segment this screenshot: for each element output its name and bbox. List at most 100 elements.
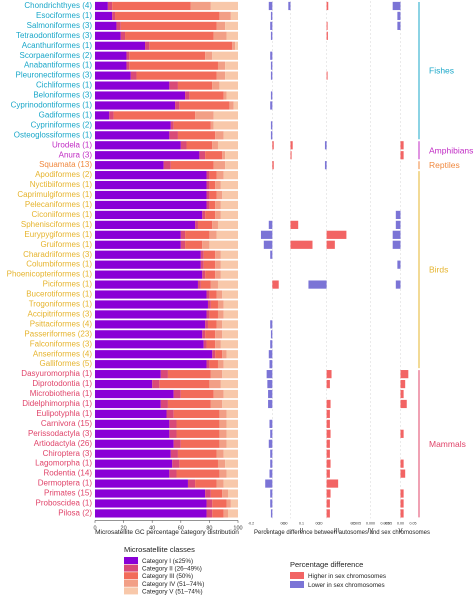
x-tick-label: 80 xyxy=(206,525,212,531)
bar-segment xyxy=(95,31,121,40)
bar-segment xyxy=(95,200,207,210)
bar-segment xyxy=(216,171,224,180)
bar-segment xyxy=(95,379,153,389)
difference-bar xyxy=(400,509,404,518)
category-label: Pilosa (2) xyxy=(58,508,92,517)
bar-segment xyxy=(225,61,238,70)
bar-segment xyxy=(226,469,238,478)
difference-legend-title: Percentage difference xyxy=(290,560,363,569)
bar-segment xyxy=(222,320,238,329)
panel-tick-label: -0.005 xyxy=(351,521,361,525)
bar-segment xyxy=(230,11,238,21)
bar-segment xyxy=(95,180,207,190)
bar-segment xyxy=(215,200,221,210)
panel-label: III xyxy=(334,528,339,534)
category-label: Trogoniformes (1) xyxy=(29,300,93,309)
panel-II: 0.0 0.1 0.2 II xyxy=(283,1,321,534)
difference-bar xyxy=(326,489,331,498)
panel-label: II xyxy=(300,528,304,534)
difference-bar xyxy=(270,250,273,259)
category-label: Anseriformes (4) xyxy=(33,349,92,358)
bar-segment xyxy=(95,340,204,349)
category-label: Diprotodontia (1) xyxy=(32,379,92,388)
bar-segment xyxy=(120,21,217,30)
bar-segment xyxy=(210,1,238,11)
difference-bar xyxy=(270,121,273,130)
bar-segment xyxy=(203,260,216,269)
bar-segment xyxy=(225,459,238,468)
bar-segment xyxy=(169,419,177,428)
bar-segment xyxy=(95,161,164,170)
bar-segment xyxy=(209,190,217,200)
bar-segment xyxy=(95,360,207,369)
bar-segment xyxy=(212,141,218,150)
difference-bar xyxy=(269,360,273,369)
group-label: Fishes xyxy=(429,66,454,76)
bar-segment xyxy=(185,91,190,100)
bar-segment xyxy=(95,61,127,70)
difference-bar xyxy=(400,389,404,399)
category-label: Columbiformes (1) xyxy=(26,260,92,269)
bar-segment xyxy=(189,91,224,100)
bar-segment xyxy=(95,81,170,90)
legend-swatch xyxy=(290,572,304,579)
bar-segment xyxy=(95,389,174,399)
category-label: Scorpaeniformes (2) xyxy=(20,51,93,60)
bar-segment xyxy=(203,250,216,259)
difference-bar xyxy=(400,469,406,478)
bar-segment xyxy=(210,121,214,130)
bar-segment xyxy=(197,280,201,289)
bar-segment xyxy=(213,161,226,170)
bar-segment xyxy=(125,31,214,40)
difference-x-axis-label: Percentage difference between autosomes … xyxy=(254,530,430,536)
bar-segment xyxy=(202,210,206,220)
difference-bar xyxy=(270,320,273,329)
bar-segment xyxy=(95,310,207,319)
bar-segment xyxy=(217,61,226,70)
panel-IV: -0.005 0.000 0.005 IV xyxy=(351,1,390,534)
bar-segment xyxy=(205,51,213,60)
bar-segment xyxy=(223,479,238,488)
stacked-bars xyxy=(95,1,238,518)
category-label: Eulipotyphla (1) xyxy=(36,409,92,418)
bar-segment xyxy=(200,260,204,269)
difference-bar xyxy=(270,71,273,80)
difference-bar xyxy=(270,509,273,518)
difference-bar xyxy=(326,469,330,478)
bar-segment xyxy=(205,151,223,160)
difference-bar xyxy=(270,91,273,100)
bar-segment xyxy=(95,509,207,518)
category-label: Passeriformes (23) xyxy=(24,329,92,338)
bar-segment xyxy=(177,449,217,458)
panel-V: -0.05 0.00 0.05 V xyxy=(384,1,417,534)
bar-segment xyxy=(226,31,238,40)
bar-segment xyxy=(219,81,238,90)
bar-segment xyxy=(210,280,218,289)
difference-bar xyxy=(270,489,273,498)
legend-label: Lower in sex chromosomes xyxy=(308,582,385,589)
x-tick-label: 100 xyxy=(233,525,242,531)
difference-bar xyxy=(400,459,404,468)
category-label: Acanthuriformes (1) xyxy=(22,41,93,50)
x-tick-label: 0 xyxy=(93,525,96,531)
difference-bar xyxy=(326,399,331,409)
bar-segment xyxy=(226,91,238,100)
bar-segment xyxy=(202,240,210,249)
bar-segment xyxy=(217,280,238,289)
difference-bar xyxy=(400,379,406,389)
legend-swatch xyxy=(124,557,138,564)
bar-segment xyxy=(95,270,203,279)
difference-bar xyxy=(400,399,407,409)
category-label: Squamata (13) xyxy=(39,160,92,169)
bar-segment xyxy=(222,350,227,359)
bar-segment xyxy=(107,1,113,11)
bar-segment xyxy=(126,51,130,60)
difference-bar xyxy=(270,131,273,140)
bar-segment xyxy=(180,141,187,150)
difference-bar xyxy=(272,141,274,150)
difference-bar xyxy=(400,141,404,150)
bar-segment xyxy=(215,260,221,269)
panel-tick-label: 0.05 xyxy=(410,521,417,525)
bar-segment xyxy=(212,81,220,90)
bar-segment xyxy=(95,240,181,249)
